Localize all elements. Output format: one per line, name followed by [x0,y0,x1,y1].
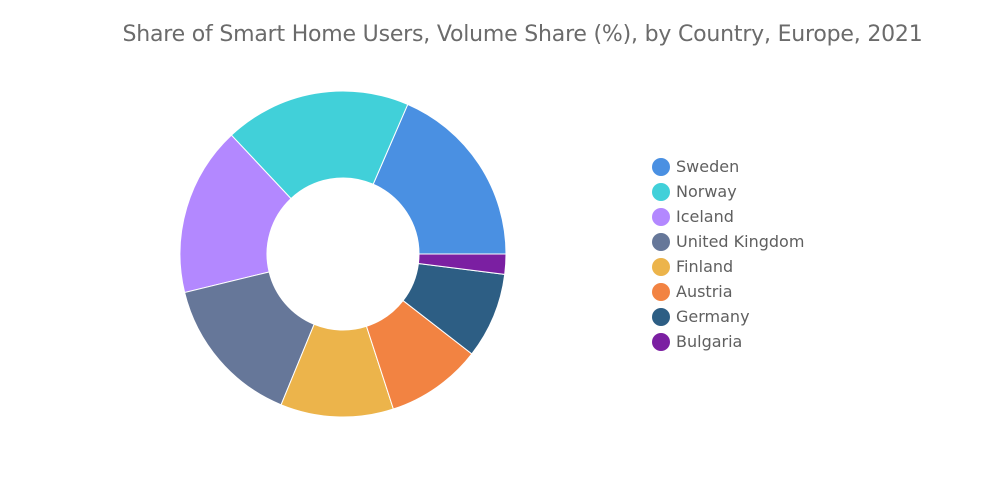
legend-swatch [652,207,670,226]
legend-item-germany[interactable]: Germany [652,304,804,329]
slice-united-kingdom[interactable] [184,271,315,406]
legend-swatch [652,182,670,201]
legend-label: Sweden [676,157,740,176]
slice-bulgaria[interactable] [417,253,507,275]
legend-label: Iceland [676,207,734,226]
legend-swatch [652,232,670,251]
legend-item-bulgaria[interactable]: Bulgaria [652,329,804,354]
chart-legend: Sweden Norway Iceland United Kingdom Finland… [652,154,804,354]
legend-item-norway[interactable]: Norway [652,179,804,204]
legend-swatch [652,157,670,176]
legend-label: Austria [676,282,733,301]
legend-label: Finland [676,257,734,276]
legend-label: Germany [676,307,750,326]
legend-swatch [652,257,670,276]
slice-norway[interactable] [230,90,409,200]
legend-swatch [652,307,670,326]
legend-swatch [652,282,670,301]
legend-label: Norway [676,182,737,201]
legend-label: Bulgaria [676,332,743,351]
slice-sweden[interactable] [372,103,507,255]
legend-label: United Kingdom [676,232,805,251]
legend-item-finland[interactable]: Finland [652,254,804,279]
legend-item-sweden[interactable]: Sweden [652,154,804,179]
legend-swatch [652,332,670,351]
legend-item-austria[interactable]: Austria [652,279,804,304]
slice-iceland[interactable] [179,134,292,294]
legend-item-united-kingdom[interactable]: United Kingdom [652,229,804,254]
legend-item-iceland[interactable]: Iceland [652,204,804,229]
chart-title: Share of Smart Home Users, Volume Share … [122,22,923,47]
